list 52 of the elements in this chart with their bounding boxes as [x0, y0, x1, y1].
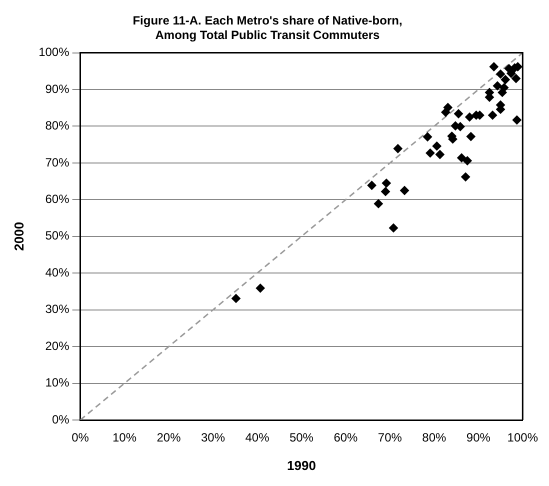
y-tick-label: 10% — [45, 376, 70, 390]
y-tick-label: 80% — [45, 118, 70, 133]
point — [256, 284, 265, 293]
point — [512, 116, 522, 124]
y-axis-title: 2000 — [11, 222, 26, 251]
point — [232, 294, 241, 303]
x-tick-label: 30% — [200, 430, 226, 445]
y-tick-label: 90% — [45, 82, 70, 96]
x-tick-label: 90% — [466, 430, 491, 445]
point — [454, 109, 464, 118]
y-tick-label: 70% — [45, 155, 70, 170]
y-tick-label: 60% — [45, 192, 70, 206]
point — [381, 187, 390, 196]
x-tick-label: 20% — [156, 430, 182, 445]
chart-title: Figure 11-A. Each Metro's share of Native-born, Among Total Public Transit Commuters — [132, 14, 402, 42]
point — [435, 150, 444, 160]
point — [492, 81, 502, 90]
point — [423, 132, 432, 142]
point — [374, 199, 383, 208]
point — [461, 172, 470, 182]
x-tick-label: 10% — [112, 430, 137, 445]
point — [400, 186, 410, 195]
point — [367, 180, 376, 190]
y-tick-label: 40% — [45, 265, 70, 280]
y-tick-label: 20% — [45, 338, 70, 353]
x-tick-label: 100% — [507, 430, 538, 445]
point — [388, 223, 398, 232]
point — [488, 110, 498, 120]
y-tick-label: 100% — [38, 45, 70, 60]
point — [382, 178, 391, 188]
point — [432, 142, 442, 151]
point — [465, 112, 474, 122]
x-tick-label: 40% — [245, 430, 270, 445]
point — [462, 156, 472, 166]
x-tick-label: 70% — [378, 430, 402, 445]
point — [441, 108, 450, 117]
y-tick-label: 30% — [45, 302, 70, 316]
x-tick-label: 0% — [72, 430, 90, 445]
point — [489, 62, 498, 72]
point — [500, 75, 510, 84]
point — [512, 74, 521, 84]
point — [457, 153, 466, 162]
point — [466, 132, 476, 142]
x-tick-label: 60% — [334, 430, 358, 445]
x-axis-title: 1990 — [287, 458, 316, 473]
x-tick-label: 50% — [289, 430, 314, 445]
y-tick-label: 50% — [45, 228, 70, 243]
y-tick-label: 0% — [52, 412, 70, 426]
point — [496, 70, 506, 79]
x-tick-label: 80% — [422, 430, 447, 445]
point — [393, 144, 402, 154]
point — [426, 148, 435, 158]
